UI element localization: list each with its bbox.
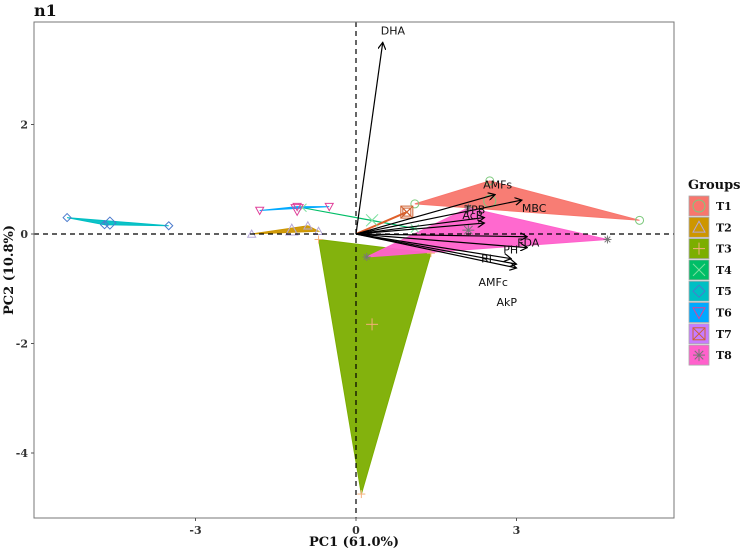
axes: -3 0 3 2 0 -2 -4	[16, 21, 675, 537]
loading-label-dha: DHA	[381, 24, 406, 37]
loading-arrow-amfs	[355, 195, 495, 235]
legend-item-t6: T6	[688, 302, 732, 323]
y-tick-label: 2	[20, 119, 28, 132]
legend-item-t7: T7	[688, 323, 732, 345]
legend-label: T1	[716, 200, 732, 213]
loading-arrow-dha	[355, 42, 383, 235]
hull-t5	[67, 217, 169, 227]
legend-label: T7	[716, 328, 732, 341]
loading-arrow-akp	[355, 233, 517, 268]
loading-arrow-tpb	[355, 218, 484, 235]
legend-item-t2: T2	[688, 216, 732, 238]
loading-arrow-fda	[355, 234, 527, 237]
loading-label-ph: PH	[503, 244, 518, 257]
y-axis-label: PC2 (10.8%)	[2, 225, 17, 315]
legend: Groups T1 T2 T3 T4 T5 T6 T7 T8	[688, 178, 740, 366]
y-tick-label: -2	[16, 338, 28, 351]
loading-label-amfs: AMFs	[483, 179, 512, 192]
loading-label-tpb: TPB	[463, 204, 485, 217]
loading-arrow-acp	[355, 223, 484, 235]
legend-title: Groups	[688, 178, 740, 193]
legend-label: T5	[716, 285, 732, 298]
legend-item-t4: T4	[688, 259, 732, 281]
x-tick-label: 0	[352, 524, 360, 537]
legend-label: T3	[716, 243, 732, 256]
loading-arrow-ph	[355, 233, 527, 248]
legend-item-t8: T8	[688, 344, 732, 366]
loading-label-mbc: MBC	[522, 202, 547, 215]
legend-item-t1: T1	[688, 195, 732, 217]
loading-label-amfc: AMFc	[479, 276, 508, 289]
x-tick-label: 3	[513, 524, 521, 537]
loading-label-ri: RI	[481, 253, 492, 266]
chart-title: n1	[34, 1, 57, 20]
hull-t3	[317, 238, 432, 495]
loading-arrow-mbc	[355, 200, 522, 235]
legend-item-t5: T5	[688, 280, 732, 302]
y-tick-label: -4	[16, 447, 29, 460]
legend-label: T2	[716, 221, 732, 234]
loading-label-acp: AcP	[462, 209, 482, 222]
loading-label-fda: FDA	[517, 237, 540, 250]
legend-label: T4	[716, 264, 732, 277]
hull-t6	[259, 206, 330, 211]
loading-arrow-amfc	[355, 233, 517, 264]
hull-t2	[251, 225, 321, 235]
legend-label: T6	[716, 307, 732, 320]
y-tick-label: 0	[20, 228, 28, 241]
legend-label: T8	[716, 349, 732, 362]
legend-item-t3: T3	[688, 238, 732, 260]
loading-label-akp: AkP	[497, 296, 518, 309]
loading-arrow-ri	[355, 233, 511, 259]
hull-t1	[414, 180, 640, 221]
x-tick-label: -3	[189, 524, 201, 537]
x-axis-label: PC1 (61.0%)	[309, 535, 399, 550]
